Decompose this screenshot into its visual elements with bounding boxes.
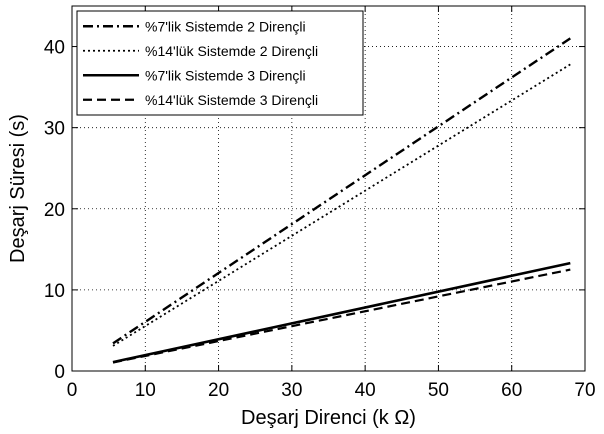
legend-label-1: %7'lik Sistemde 2 Dirençli bbox=[145, 18, 306, 34]
legend-label-3: %7'lik Sistemde 3 Dirençli bbox=[145, 67, 306, 83]
series-lines bbox=[112, 37, 571, 364]
x-tick-label: 50 bbox=[428, 380, 449, 401]
x-tick-label: 60 bbox=[501, 380, 522, 401]
x-tick-label: 70 bbox=[574, 380, 595, 401]
y-tick-label: 0 bbox=[54, 362, 65, 383]
series-line-3 bbox=[112, 261, 571, 364]
y-tick-label: 30 bbox=[44, 119, 65, 140]
y-tick-label: 40 bbox=[44, 38, 65, 59]
x-tick-label: 0 bbox=[67, 380, 78, 401]
legend-label-4: %14'lük Sistemde 3 Dirençli bbox=[145, 92, 318, 108]
x-tick-label: 10 bbox=[135, 380, 156, 401]
legend-label-2: %14'lük Sistemde 2 Dirençli bbox=[145, 43, 318, 59]
y-tick-label: 10 bbox=[44, 281, 65, 302]
x-axis-title: Deşarj Direnci (k Ω) bbox=[241, 407, 416, 429]
axis-ticks: 0 10 20 30 40 50 60 70 0 10 20 30 40 bbox=[44, 6, 596, 401]
plot-frame bbox=[71, 5, 586, 372]
x-tick-label: 20 bbox=[208, 380, 229, 401]
series-line-4 bbox=[112, 268, 571, 364]
legend-box bbox=[76, 10, 364, 116]
x-tick-label: 40 bbox=[355, 380, 376, 401]
x-tick-label: 30 bbox=[281, 380, 302, 401]
legend: %7'lik Sistemde 2 Dirençli %14'lük Sistem… bbox=[76, 10, 364, 116]
y-axis-title: Deşarj Süresi (s) bbox=[7, 114, 29, 263]
series-line-1 bbox=[112, 37, 571, 345]
legend-items: %7'lik Sistemde 2 Dirençli %14'lük Sistem… bbox=[83, 18, 318, 108]
y-tick-label: 20 bbox=[44, 200, 65, 221]
